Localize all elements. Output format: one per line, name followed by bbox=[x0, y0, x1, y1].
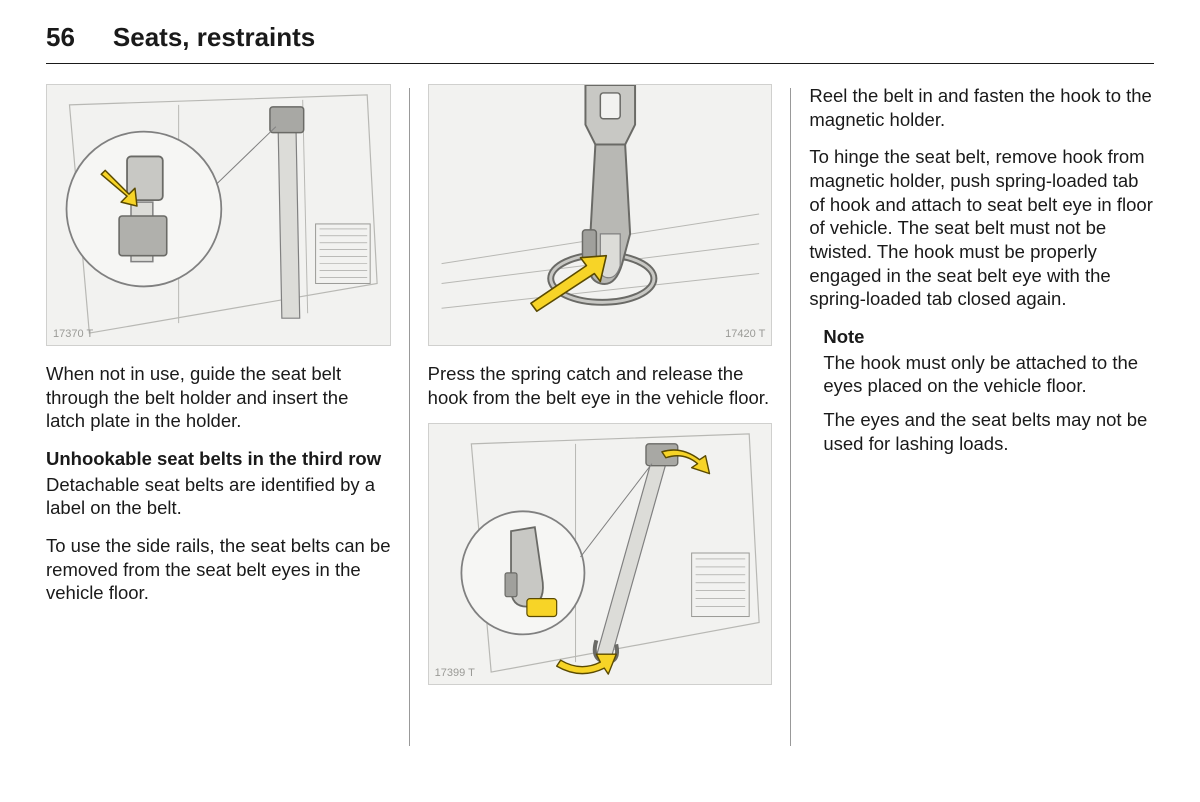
column-2: 17420 T Press the spring catch and relea… bbox=[410, 84, 791, 764]
figure-seatbelt-holder: 17370 T bbox=[46, 84, 391, 346]
body-text: To use the side rails, the seat belts ca… bbox=[46, 534, 391, 605]
sub-heading: Unhookable seat belts in the third row bbox=[46, 447, 391, 471]
body-text: Reel the belt in and fasten the hook to … bbox=[809, 84, 1154, 131]
figure-caption: 17420 T bbox=[725, 327, 765, 341]
content-columns: 17370 T When not in use, guide the seat … bbox=[46, 84, 1154, 764]
column-1: 17370 T When not in use, guide the seat … bbox=[46, 84, 409, 764]
body-text: To hinge the seat belt, remove hook from… bbox=[809, 145, 1154, 311]
note-body: The hook must only be attached to the ey… bbox=[823, 351, 1154, 398]
body-text: Detachable seat belts are identified by … bbox=[46, 473, 391, 520]
figure-hook-to-holder: 17399 T bbox=[428, 423, 773, 685]
header-rule bbox=[46, 63, 1154, 64]
figure-hook-release: 17420 T bbox=[428, 84, 773, 346]
body-text: When not in use, guide the seat belt thr… bbox=[46, 362, 391, 433]
note-body: The eyes and the seat belts may not be u… bbox=[823, 408, 1154, 455]
figure-caption: 17370 T bbox=[53, 327, 93, 341]
page-number: 56 bbox=[46, 22, 75, 53]
page-header: 56 Seats, restraints bbox=[46, 22, 1154, 53]
column-3: Reel the belt in and fasten the hook to … bbox=[791, 84, 1154, 764]
section-title: Seats, restraints bbox=[113, 22, 315, 53]
note-heading: Note bbox=[823, 325, 1154, 349]
figure-caption: 17399 T bbox=[435, 666, 475, 680]
body-text: Press the spring catch and release the h… bbox=[428, 362, 773, 409]
